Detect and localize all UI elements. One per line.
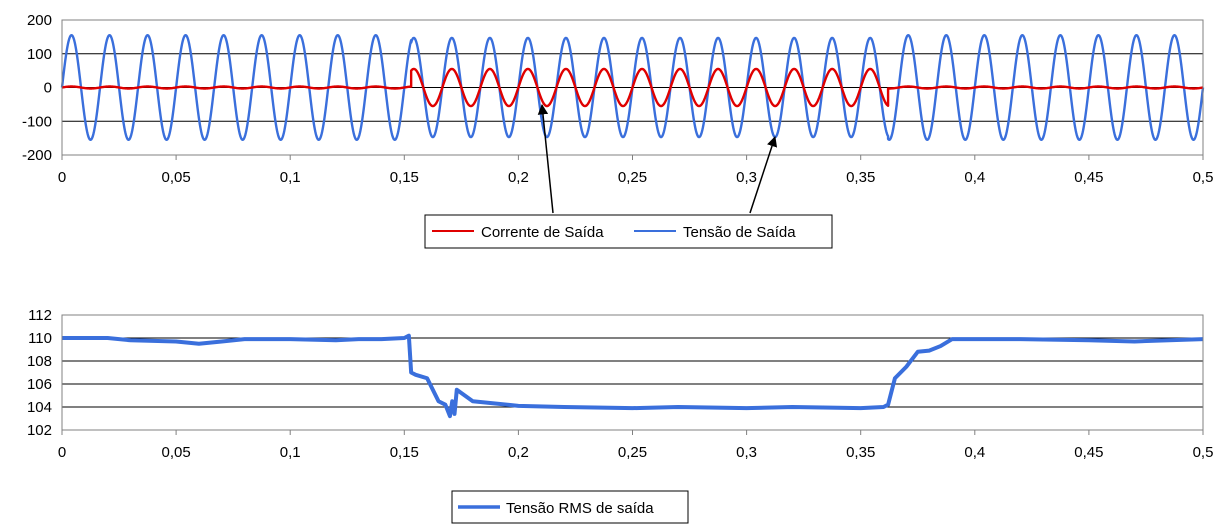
- y-tick-label: 108: [27, 353, 52, 370]
- x-tick-label: 0,45: [1074, 444, 1103, 461]
- chart-1: -200 -100 0 100 200 0 0,05 0,1 0,15 0,2 0,25 0,3 0,…: [22, 12, 1214, 249]
- x-tick-label: 0,4: [964, 444, 985, 461]
- chart-1-series: [60, 33, 1205, 142]
- chart-2: 102 104 106 108 110 112 0 0,05 0,1 0,15 0,2 0,25 0,…: [27, 307, 1214, 524]
- voltage-annotation-arrow: [749, 136, 778, 214]
- x-tick-label: 0,5: [1193, 444, 1214, 461]
- x-tick-label: 0,35: [846, 169, 875, 186]
- x-tick-label: 0,05: [161, 444, 190, 461]
- chart-1-x-tick-labels: 0 0,05 0,1 0,15 0,2 0,25 0,3 0,35 0,4 0,45 0,5: [58, 155, 1214, 186]
- x-tick-label: 0,25: [618, 169, 647, 186]
- y-tick-label: 200: [27, 12, 52, 29]
- chart-1-legend-box: [424, 214, 833, 249]
- chart-2-legend: Tensão RMS de saída: [451, 490, 689, 524]
- x-tick-label: 0,1: [280, 444, 301, 461]
- x-tick-label: 0,15: [390, 444, 419, 461]
- chart-1-y-tick-labels: -200 -100 0 100 200: [22, 12, 52, 164]
- current-annotation-arrow: [537, 103, 554, 214]
- chart-2-y-tick-labels: 102 104 106 108 110 112: [27, 307, 52, 439]
- chart-1-legend: Corrente de Saída Tensão de Saída: [424, 214, 833, 249]
- x-tick-label: 0: [58, 169, 66, 186]
- y-tick-label: 100: [27, 46, 52, 63]
- x-tick-label: 0,15: [390, 169, 419, 186]
- legend-label-current: Corrente de Saída: [481, 224, 604, 241]
- series-line-corrente-de-sa-da: [61, 67, 1204, 108]
- x-tick-label: 0,3: [736, 444, 757, 461]
- x-tick-label: 0,2: [508, 169, 529, 186]
- chart-2-x-tick-labels: 0 0,05 0,1 0,15 0,2 0,25 0,3 0,35 0,4 0,45 0,5: [58, 430, 1214, 461]
- y-tick-label: -200: [22, 147, 52, 164]
- x-tick-label: 0: [58, 444, 66, 461]
- x-tick-label: 0,3: [736, 169, 757, 186]
- legend-label-voltage: Tensão de Saída: [683, 224, 796, 241]
- x-tick-label: 0,25: [618, 444, 647, 461]
- chart-2-plot-frame: [61, 314, 1204, 431]
- x-tick-label: 0,2: [508, 444, 529, 461]
- y-tick-label: 110: [28, 330, 52, 347]
- x-tick-label: 0,4: [964, 169, 985, 186]
- x-tick-label: 0,05: [161, 169, 190, 186]
- chart-2-series: [62, 333, 1204, 419]
- y-tick-label: -100: [22, 113, 52, 130]
- y-tick-label: 112: [28, 307, 52, 324]
- y-tick-label: 106: [27, 376, 52, 393]
- x-tick-label: 0,5: [1193, 169, 1214, 186]
- y-tick-label: 104: [27, 399, 52, 416]
- y-tick-label: 102: [27, 422, 52, 439]
- legend-label-rms: Tensão RMS de saída: [506, 500, 654, 517]
- chart-2-gridlines: [62, 314, 1203, 431]
- y-tick-label: 0: [44, 80, 52, 97]
- x-tick-label: 0,35: [846, 444, 875, 461]
- series-line-tens-o-rms-de-sa-da: [62, 333, 1204, 419]
- x-tick-label: 0,45: [1074, 169, 1103, 186]
- chart-2-legend-box: [451, 490, 689, 524]
- x-tick-label: 0,1: [280, 169, 301, 186]
